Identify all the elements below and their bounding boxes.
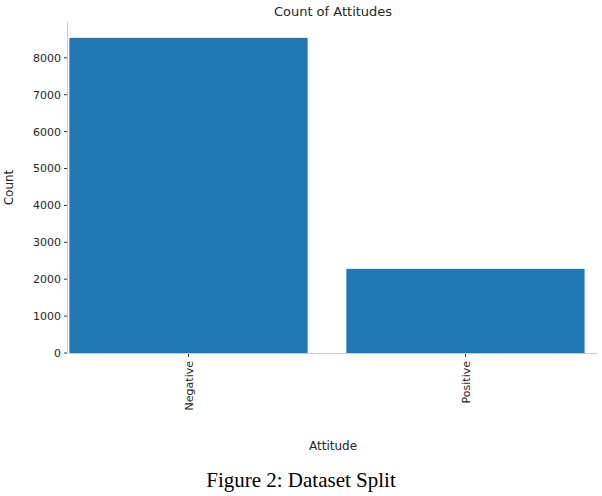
x-tick [188,354,189,357]
y-tick-label: 6000 [33,126,61,139]
y-tick [64,316,67,317]
y-tick [64,242,67,243]
x-axis-line [68,353,598,354]
y-tick-label: 0 [54,347,61,360]
y-tick [64,57,67,58]
y-tick-label: 2000 [33,273,61,286]
y-tick-label: 7000 [33,89,61,102]
y-axis-label: Count [2,169,16,205]
x-axis-label: Attitude [309,439,357,453]
y-tick [64,353,67,354]
y-tick [64,131,67,132]
chart: 0 1000 2000 3000 4000 5000 6000 7000 8000 Negativ… [0,0,602,496]
y-tick-label: 8000 [33,52,61,65]
y-axis-line [67,22,68,353]
bars [69,38,584,353]
x-tick-label: Positive [460,361,473,404]
bar [346,269,584,353]
bar [69,38,307,353]
x-tick-label: Negative [183,361,196,411]
y-tick [64,94,67,95]
y-tick [64,168,67,169]
y-tick-label: 5000 [33,162,61,175]
y-tick-label: 4000 [33,199,61,212]
y-tick [64,205,67,206]
y-tick [64,279,67,280]
y-tick-label: 3000 [33,236,61,249]
x-tick [465,354,466,357]
y-tick-label: 1000 [33,310,61,323]
caption: Figure 2: Dataset Split [206,468,396,492]
title: Count of Attitudes [274,4,392,19]
